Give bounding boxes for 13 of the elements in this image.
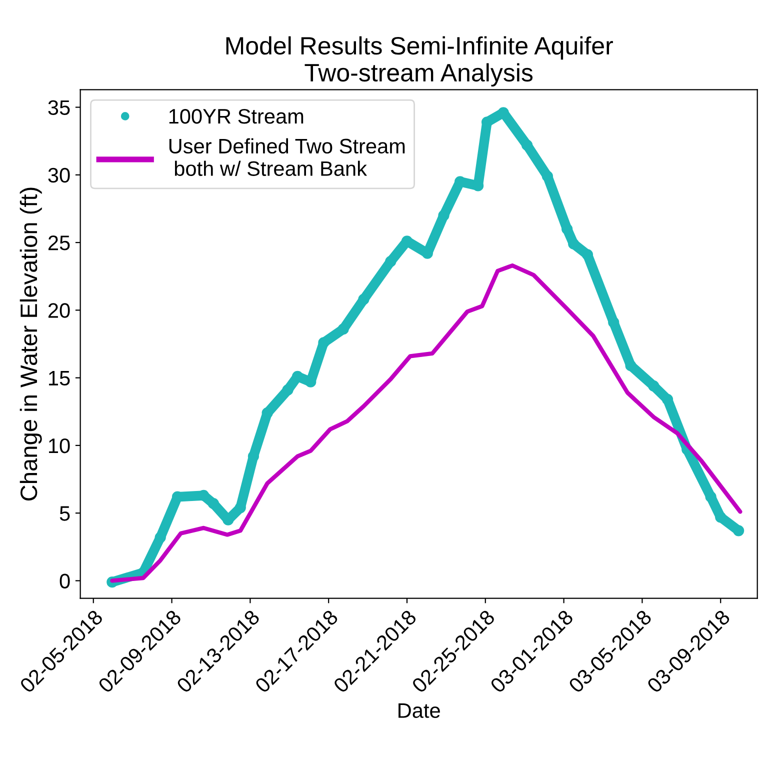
y-tick-label: 10 — [49, 438, 70, 454]
legend-label: 100YR Stream — [169, 108, 304, 124]
y-tick-label: 5 — [60, 506, 70, 521]
y-tick-label: 15 — [49, 371, 70, 386]
x-axis-title: Date — [398, 703, 440, 718]
y-tick-label: 20 — [48, 303, 70, 318]
legend-label: User Defined Two Stream both w/ Stream Bank — [169, 138, 405, 176]
y-tick-label: 30 — [48, 168, 70, 183]
y-tick-label: 25 — [48, 236, 70, 250]
chart-title: Model Results Semi-Infinite Aquifer Two-stream Analysis — [226, 36, 613, 87]
y-tick-label: 0 — [60, 574, 70, 588]
y-axis-title: Change in Water Elevation (ft) — [20, 188, 42, 500]
y-tick-label: 35 — [48, 100, 70, 116]
